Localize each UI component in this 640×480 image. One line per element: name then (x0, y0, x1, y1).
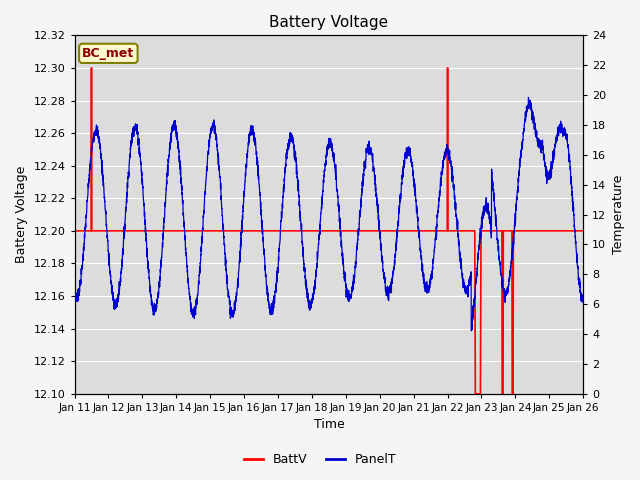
Title: Battery Voltage: Battery Voltage (269, 15, 388, 30)
Y-axis label: Battery Voltage: Battery Voltage (15, 166, 28, 263)
Legend: BattV, PanelT: BattV, PanelT (239, 448, 401, 471)
Y-axis label: Temperature: Temperature (612, 175, 625, 254)
X-axis label: Time: Time (314, 419, 344, 432)
Text: BC_met: BC_met (82, 47, 134, 60)
